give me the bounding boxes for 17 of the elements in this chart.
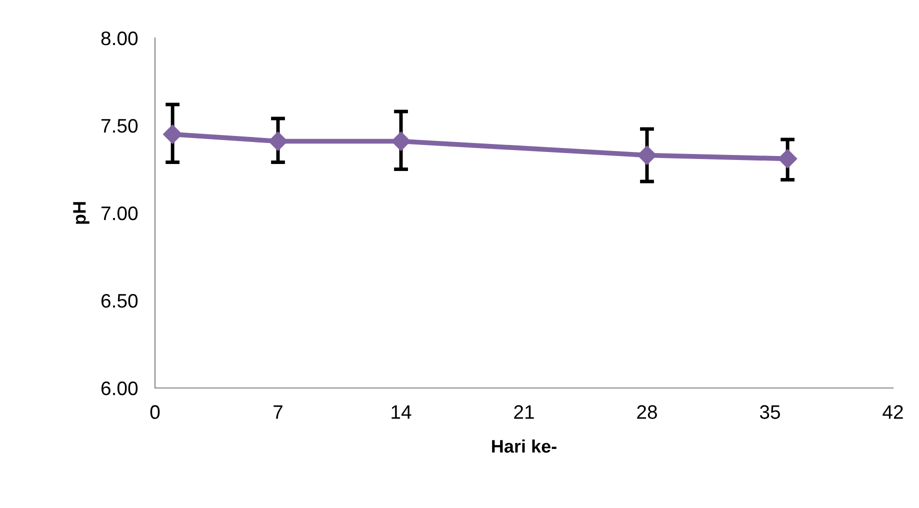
x-tick-label: 21 — [514, 405, 534, 419]
x-axis-title: Hari ke- — [492, 439, 556, 453]
x-tick-label: 35 — [760, 405, 780, 419]
x-tick-label: 7 — [274, 405, 282, 419]
y-tick-label: 6.00 — [101, 381, 138, 396]
x-tick-label: 14 — [392, 405, 412, 419]
y-tick-label: 6.50 — [101, 294, 138, 308]
y-tick-label: 7.00 — [101, 206, 138, 220]
x-tick-label: 28 — [637, 405, 657, 419]
y-tick-label: 8.00 — [101, 31, 138, 46]
y-axis-title: pH — [73, 202, 90, 224]
point — [637, 146, 657, 165]
point — [163, 124, 182, 144]
x-tick-label: 0 — [150, 405, 160, 419]
point — [778, 149, 798, 168]
x-tick-label: 42 — [882, 405, 903, 419]
y-tick-label: 7.50 — [101, 118, 138, 133]
